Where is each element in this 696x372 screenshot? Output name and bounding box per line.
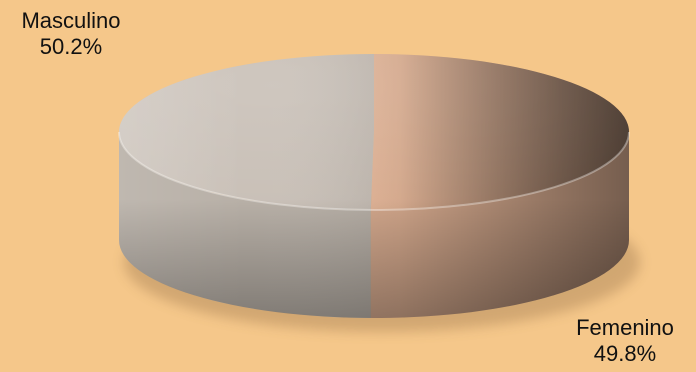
slice-value: 50.2% — [39, 34, 103, 59]
pie-shading — [118, 54, 630, 318]
slice-name: Femenino — [576, 315, 674, 340]
pie-top-shine — [119, 54, 629, 210]
slice-value: 49.8% — [593, 341, 657, 366]
slice-label-femenino: Femenino 49.8% — [558, 315, 692, 367]
slice-label-masculino: Masculino 50.2% — [6, 8, 136, 60]
pie-rim — [118, 131, 630, 211]
slice-name: Masculino — [21, 8, 121, 33]
